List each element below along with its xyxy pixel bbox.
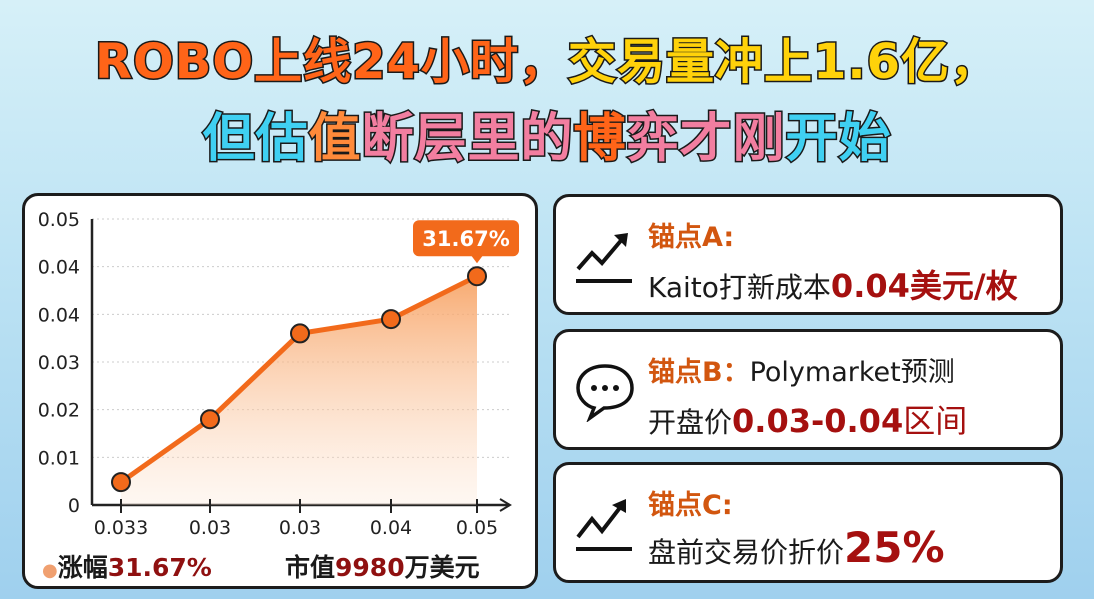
annotation-pointer: [471, 255, 483, 264]
legend-change: ●涨幅31.67%: [42, 548, 212, 584]
data-point: [290, 323, 310, 344]
title-segment: 交易量冲上1.6亿，: [566, 33, 999, 92]
anchor-card-b: 锚点B：Polymarket预测 开盘价0.03-0.04区间: [553, 329, 1063, 450]
legend-cap-label: 市值: [285, 553, 336, 582]
legend-change-value: 31.67%: [107, 553, 212, 582]
legend-market-cap: 市值9980万美元: [285, 548, 480, 584]
x-tick-label: 0.04: [370, 517, 412, 539]
anchor-c-text: 盘前交易价折价25%: [648, 523, 945, 572]
anchor-a-text: Kaito打新成本0.04美元/枚: [648, 261, 1018, 307]
data-point: [467, 266, 487, 287]
x-tick-label: 0.03: [189, 517, 231, 539]
trend-up-icon: [576, 233, 632, 283]
title-segment: 博: [572, 108, 627, 171]
anchor-a-value: 0.04美元/枚: [830, 267, 1018, 305]
x-tick-label: 0.05: [456, 517, 498, 539]
y-tick-label: 0: [68, 495, 80, 517]
anchor-b-value: 0.03-0.04: [732, 402, 904, 440]
data-point: [200, 409, 220, 430]
chat-bubble-icon: [576, 364, 634, 422]
anchor-card-a: 锚点A: Kaito打新成本0.04美元/枚: [553, 194, 1063, 315]
title-line-2: 但估值断层里的博弈才刚开始: [0, 96, 1094, 171]
y-tick-label: 0.03: [38, 352, 80, 374]
legend-cap-unit: 万美元: [404, 553, 480, 582]
anchor-b-heading: 锚点B：Polymarket预测: [648, 350, 955, 389]
x-tick-label: 0.033: [94, 517, 148, 539]
area-fill: [121, 276, 477, 505]
y-tick-label: 0.01: [38, 447, 80, 469]
anchor-card-c: 锚点C: 盘前交易价折价25%: [553, 462, 1063, 583]
title-segment: 弈才刚: [625, 108, 786, 171]
anchor-b-text: 开盘价0.03-0.04区间: [648, 396, 967, 442]
anchor-b-label: 开盘价: [648, 406, 733, 439]
anchor-c-heading: 锚点C:: [648, 490, 733, 521]
annotation-badge: [413, 220, 519, 257]
y-tick-label: 0.04: [38, 304, 80, 326]
title-line-1: ROBO上线24小时，交易量冲上1.6亿，: [0, 22, 1094, 92]
title-segment: 但估: [201, 108, 309, 171]
title-segment: ROBO上线24小时，: [93, 33, 568, 92]
title-segment: 开始: [784, 108, 892, 171]
legend-dot-icon: ●: [42, 560, 58, 581]
anchor-b-head-tail: Polymarket预测: [749, 357, 955, 388]
data-point: [111, 472, 131, 493]
y-tick-label: 0.05: [38, 209, 80, 231]
data-point: [381, 309, 401, 330]
anchor-c-value: 25%: [844, 523, 945, 572]
annotation-label: 31.67%: [422, 227, 509, 251]
anchor-a-heading: 锚点A:: [648, 222, 735, 253]
legend-change-label: 涨幅: [57, 553, 108, 582]
anchor-b-head: 锚点B：: [648, 357, 750, 388]
x-axis-arrow-icon: [499, 498, 512, 512]
y-tick-label: 0.02: [38, 400, 80, 422]
legend-cap-value: 9980: [335, 553, 405, 582]
anchor-c-label: 盘前交易价折价: [648, 536, 845, 569]
x-tick-label: 0.03: [279, 517, 321, 539]
title-segment: 断层里的: [360, 108, 574, 171]
anchor-a-label: Kaito打新成本: [648, 271, 831, 304]
title-segment: 值: [307, 108, 362, 171]
trend-up-icon: [576, 499, 632, 551]
y-tick-label: 0.04: [38, 257, 80, 279]
anchor-b-tail: 区间: [903, 402, 968, 440]
